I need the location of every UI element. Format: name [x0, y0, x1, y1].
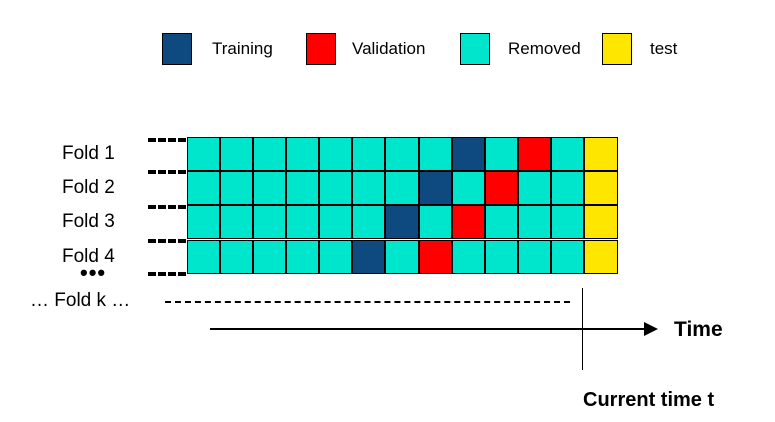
removed-cell: [220, 137, 254, 171]
removed-cell: [286, 137, 320, 171]
legend-label-test: test: [650, 39, 678, 58]
fold-2-lead-dash: [148, 170, 186, 174]
removed-cell: [517, 171, 551, 205]
removed-cell: [220, 171, 254, 205]
removed-cell: [286, 171, 320, 205]
current-time-label: Current time t: [583, 389, 715, 411]
time-arrow-head-icon: [644, 322, 658, 336]
removed-cell: [484, 137, 518, 171]
removed-cell: [385, 137, 419, 171]
legend-label-removed: Removed: [508, 39, 581, 58]
removed-cell: [352, 171, 386, 205]
validation-cell: [517, 137, 551, 171]
removed-cell: [319, 205, 353, 239]
validation-cell: [451, 205, 485, 239]
removed-cell: [187, 240, 221, 274]
time-label: Time: [674, 318, 723, 341]
legend-swatch-test: [602, 33, 632, 65]
fold-3-row: [187, 205, 584, 239]
validation-cell: [418, 240, 452, 274]
removed-cell: [352, 205, 386, 239]
legend-label-validation: Validation: [352, 39, 426, 58]
removed-cell: [187, 171, 221, 205]
removed-cell: [550, 171, 584, 205]
removed-cell: [352, 137, 386, 171]
fold-1-lead-dash: [148, 138, 186, 142]
fold-label-1: Fold 1: [62, 143, 115, 164]
removed-cell: [484, 240, 518, 274]
removed-cell: [451, 240, 485, 274]
test-cell-fold-3: [584, 205, 618, 239]
removed-cell: [550, 240, 584, 274]
removed-cell: [253, 240, 287, 274]
training-cell: [385, 205, 419, 239]
fold-1-row: [187, 137, 584, 171]
training-cell: [352, 240, 386, 274]
removed-cell: [253, 205, 287, 239]
removed-cell: [253, 171, 287, 205]
fold-4-lead-dash: [148, 239, 186, 243]
fold-3-lead-dash: [148, 205, 186, 209]
legend-swatch-removed: [460, 33, 490, 65]
removed-cell: [220, 205, 254, 239]
legend-swatch-training: [162, 33, 192, 65]
time-arrow-line: [210, 328, 650, 330]
test-cell-fold-2: [584, 171, 618, 205]
removed-cell: [220, 240, 254, 274]
removed-cell: [451, 171, 485, 205]
training-cell: [418, 171, 452, 205]
removed-cell: [319, 137, 353, 171]
removed-cell: [286, 240, 320, 274]
removed-cell: [319, 240, 353, 274]
legend-label-training: Training: [212, 39, 273, 58]
fold-k-dashed-line: [165, 301, 570, 303]
removed-cell: [550, 205, 584, 239]
fold-k-label: … Fold k …: [30, 290, 131, 311]
fold-2-row: [187, 171, 584, 205]
removed-cell: [187, 137, 221, 171]
removed-cell: [418, 205, 452, 239]
removed-cell: [418, 137, 452, 171]
removed-cell: [517, 205, 551, 239]
more-folds-ellipsis: •••: [80, 260, 107, 285]
fold-k-lead-dash: [148, 272, 186, 276]
fold-label-2: Fold 2: [62, 177, 115, 198]
fold-label-4: Fold 4: [62, 246, 115, 267]
removed-cell: [286, 205, 320, 239]
removed-cell: [253, 137, 287, 171]
validation-cell: [484, 171, 518, 205]
removed-cell: [385, 240, 419, 274]
test-cell-fold-1: [584, 137, 618, 171]
legend-swatch-validation: [306, 33, 336, 65]
training-cell: [451, 137, 485, 171]
removed-cell: [187, 205, 221, 239]
removed-cell: [517, 240, 551, 274]
removed-cell: [385, 171, 419, 205]
current-time-line: [582, 288, 583, 370]
fold-label-3: Fold 3: [62, 211, 115, 232]
test-cell-fold-4: [584, 240, 618, 274]
removed-cell: [550, 137, 584, 171]
removed-cell: [484, 205, 518, 239]
fold-4-row: [187, 240, 584, 274]
removed-cell: [319, 171, 353, 205]
